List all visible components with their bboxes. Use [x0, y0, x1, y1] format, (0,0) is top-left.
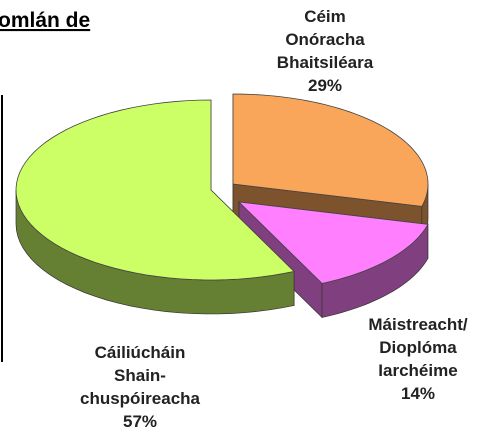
slice	[237, 201, 429, 284]
slice-label: Bhaitsiléara	[277, 53, 374, 72]
slice-label: chuspóireacha	[80, 389, 201, 408]
value-label: 14%	[401, 384, 435, 403]
value-label: 29%	[308, 76, 342, 95]
slice-label: Onóracha	[285, 30, 365, 49]
slice	[15, 99, 295, 315]
slice-label: Iarchéime	[378, 361, 457, 380]
slice	[232, 93, 429, 207]
slice-label: Céim	[304, 7, 346, 26]
slice-label: Dioplóma	[379, 338, 457, 357]
value-label: 57%	[123, 412, 157, 431]
slice-label: Cáiliúcháin	[95, 343, 186, 362]
slice-label: Máistreacht/	[368, 315, 467, 334]
slice-label: Shain-	[114, 366, 166, 385]
chart-title: omlán de	[0, 9, 90, 32]
slice	[15, 99, 295, 281]
